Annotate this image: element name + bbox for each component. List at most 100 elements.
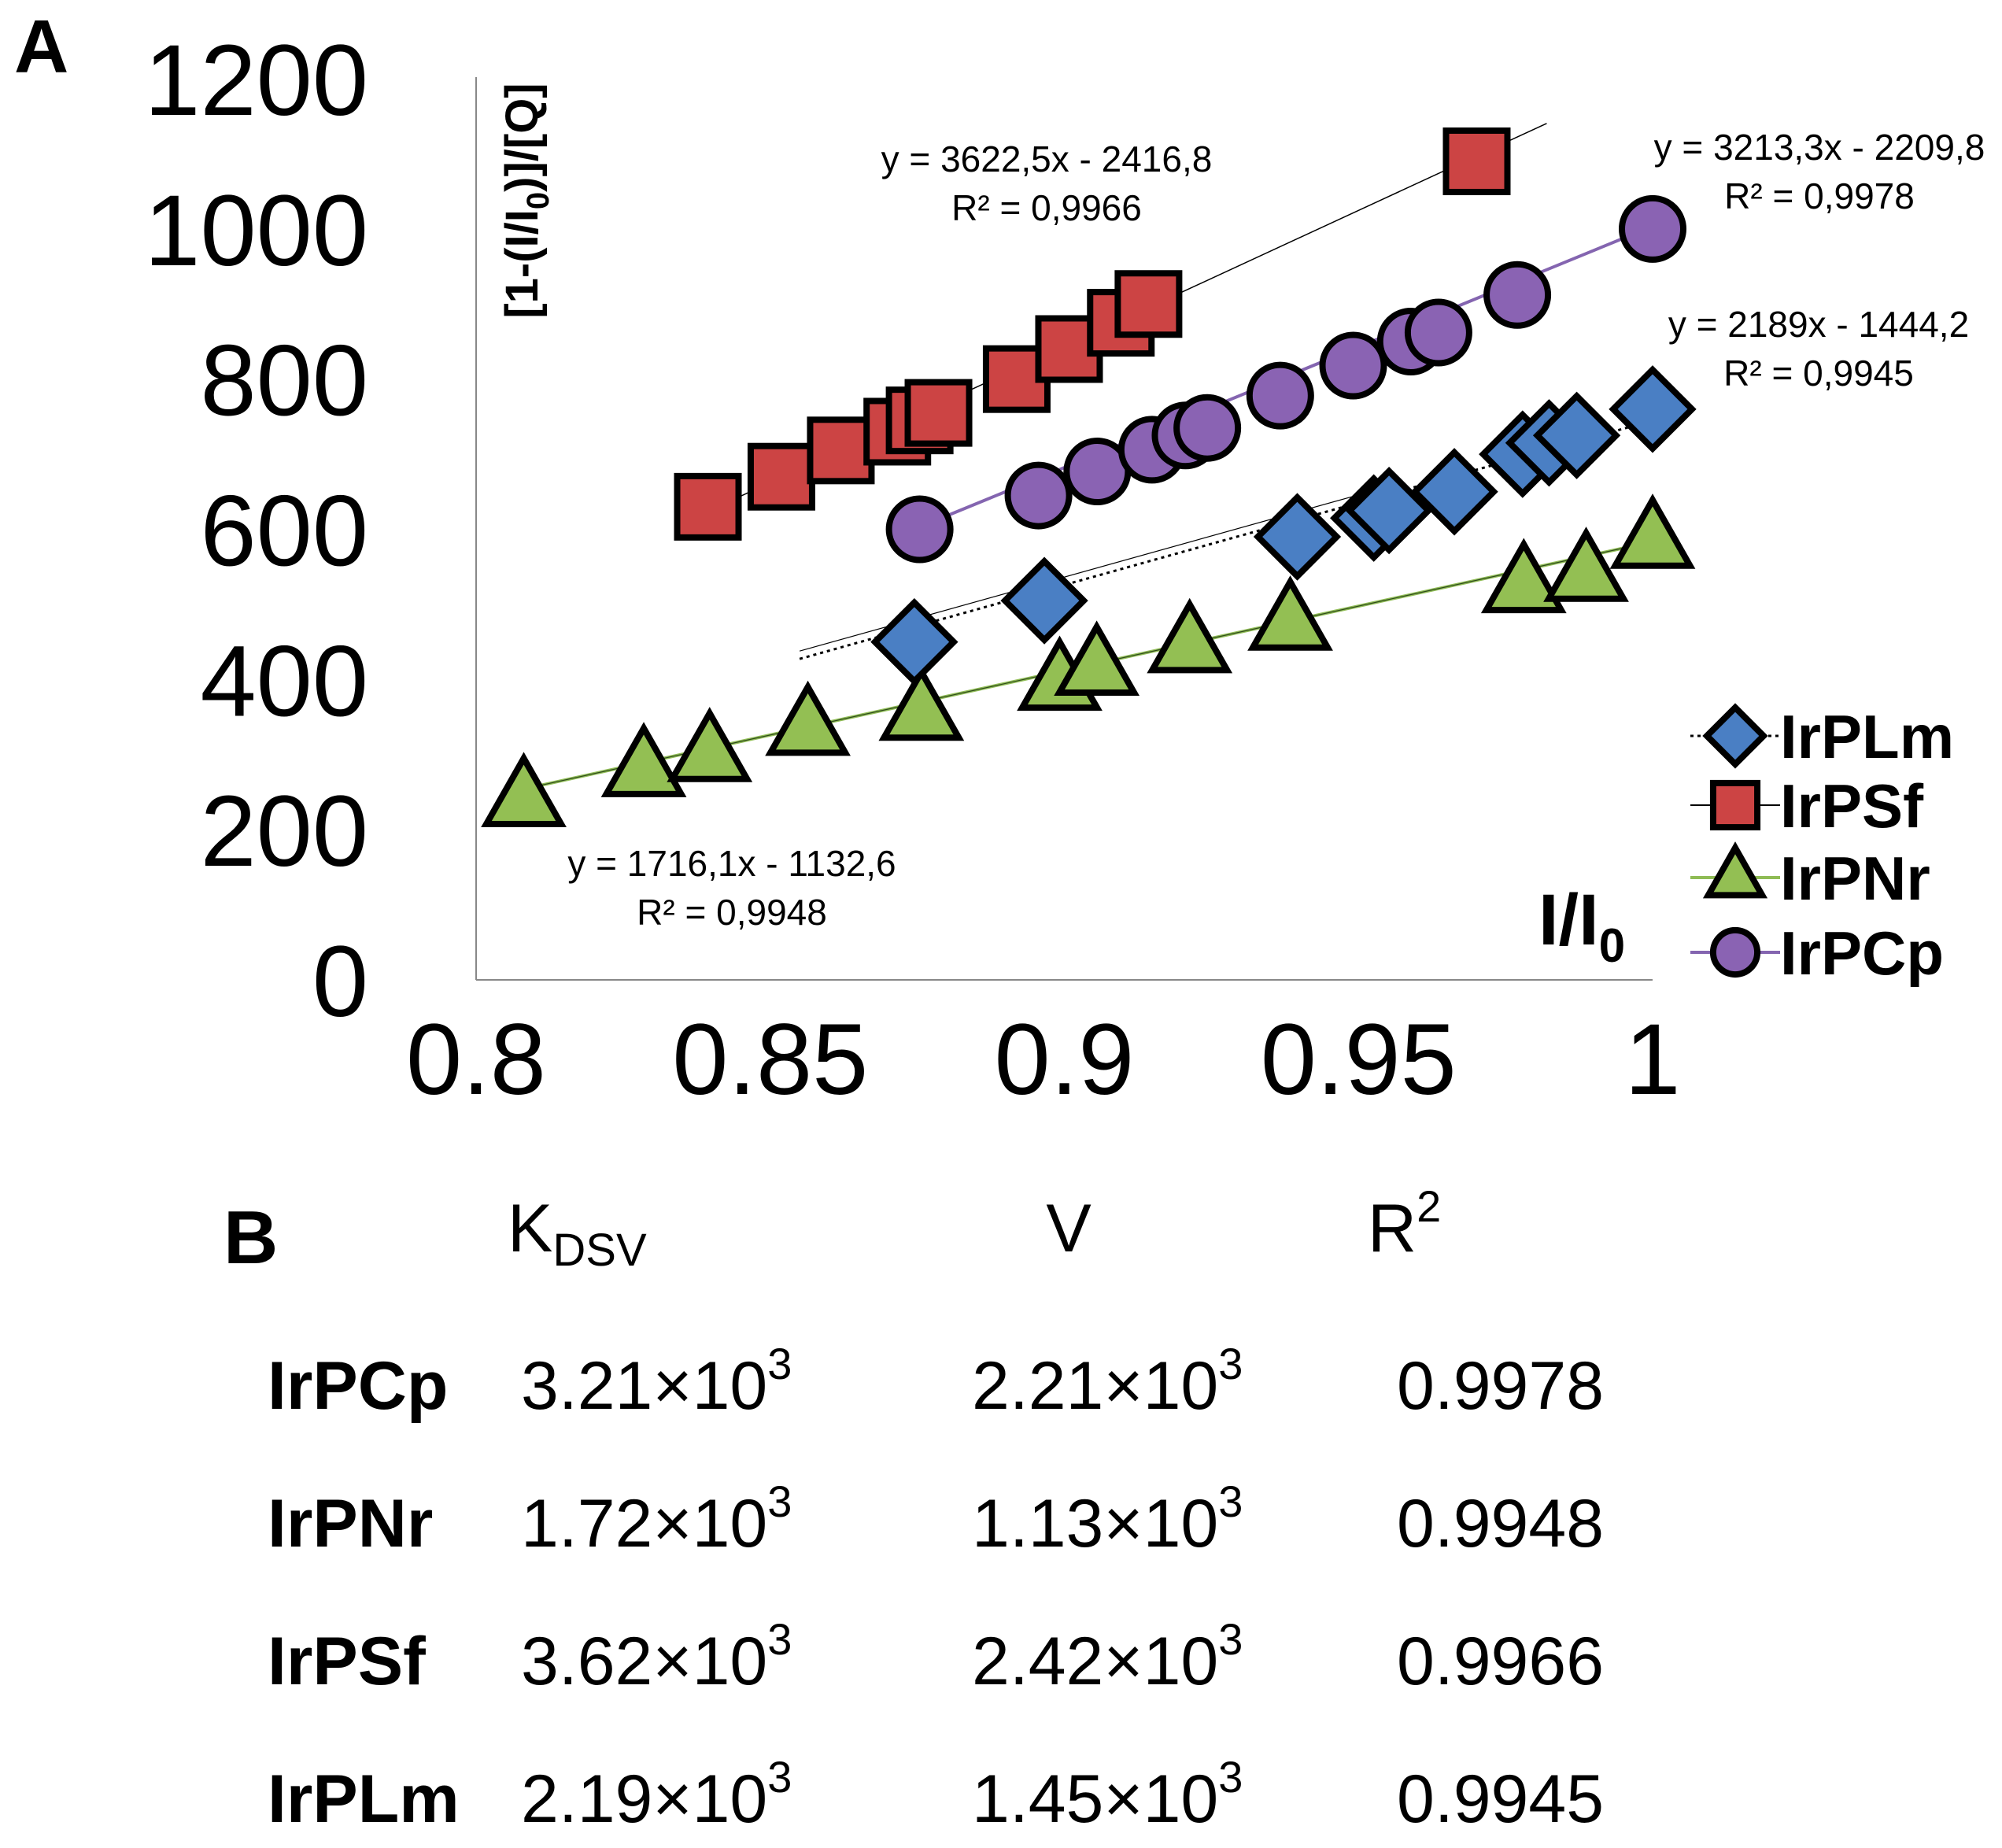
legend-label-irpcp: IrPCp: [1780, 918, 1944, 988]
data-point-irpnr: [878, 665, 965, 741]
y-tick-label: 400: [200, 625, 368, 737]
data-point-irplm: [870, 597, 959, 686]
header-v: V: [1046, 1191, 1091, 1266]
data-point-irpcp: [1619, 194, 1686, 263]
data-point-irpsf: [674, 472, 742, 541]
data-point-irplm: [1609, 365, 1697, 453]
header-r2-superscript: 2: [1417, 1181, 1441, 1231]
data-point-irpnr: [1609, 493, 1696, 569]
header-kdsv: KDSV: [508, 1191, 647, 1276]
data-point-irpnr: [481, 752, 567, 827]
table-row-irpcp: IrPCp 3.21×103 2.21×103 0.9978: [268, 1339, 1604, 1424]
data-point-irpcp: [1246, 361, 1314, 430]
row-name: IrPSf: [268, 1624, 426, 1699]
data-point-irplm: [1410, 448, 1498, 536]
data-point-irpnr: [1054, 620, 1140, 697]
cell-v-mantissa: 2.42×10: [972, 1624, 1218, 1699]
data-point-irplm: [1532, 391, 1621, 479]
cell-v: 2.21×103: [972, 1339, 1243, 1424]
data-point-irpcp: [885, 495, 954, 564]
cell-r2: 0.9966: [1397, 1624, 1604, 1699]
x-tick-label: 0.9: [995, 1003, 1135, 1116]
cell-kdsv-exponent: 3: [767, 1477, 792, 1526]
r-squared-irplm: R² = 0,9945: [1723, 353, 1914, 394]
legend-marker-irpcp: [1709, 926, 1761, 978]
legend-label-irpnr: IrPNr: [1780, 844, 1930, 913]
data-point-irpnr: [1543, 527, 1629, 602]
cell-kdsv: 1.72×103: [521, 1477, 792, 1562]
table-header: KDSV V R2: [508, 1181, 1441, 1276]
cell-v-exponent: 3: [1218, 1614, 1243, 1664]
y-axis-title: [1-(I/I0)]/[Q]: [497, 83, 556, 318]
cell-v-exponent: 3: [1218, 1339, 1243, 1388]
legend-marker-irpnr: [1702, 841, 1768, 899]
data-point-irpnr: [667, 707, 753, 782]
panel-a-label: A: [14, 5, 68, 89]
cell-v: 1.13×103: [972, 1477, 1243, 1562]
cell-v-mantissa: 1.45×10: [972, 1761, 1218, 1837]
header-r2: R2: [1368, 1181, 1441, 1266]
x-tick-labels: 0.8 0.85 0.9 0.95 1: [406, 1003, 1681, 1116]
x-title-subscript: 0: [1599, 919, 1625, 972]
cell-v: 2.42×103: [972, 1614, 1243, 1699]
axes: [475, 77, 1653, 981]
cell-kdsv-mantissa: 2.19×10: [521, 1761, 767, 1837]
cell-kdsv: 3.62×103: [521, 1614, 792, 1699]
data-point-irpcp: [1404, 298, 1472, 367]
equation-irpcp: y = 3213,3x - 2209,8: [1654, 127, 1985, 168]
x-tick-label: 1: [1624, 1003, 1680, 1116]
data-point-irpcp: [1483, 261, 1552, 329]
header-r2-main: R: [1368, 1191, 1417, 1266]
row-name: IrPNr: [268, 1486, 433, 1562]
cell-kdsv-exponent: 3: [767, 1752, 792, 1802]
legend-marker-irpsf: [1709, 779, 1761, 831]
data-point-irplm: [1000, 556, 1088, 645]
y-title-subscript: 0: [521, 192, 556, 209]
data-point-irpsf: [904, 379, 973, 447]
legend-label-irpsf: IrPSf: [1780, 771, 1924, 841]
y-tick-labels: 0 200 400 600 800 1000 1200: [144, 24, 368, 1038]
y-title-part: )]/[Q]: [497, 83, 548, 192]
equation-labels: y = 2189x - 1444,2 R² = 0,9945 y = 3622,5x…: [567, 127, 1985, 933]
data-point-irplm: [1345, 466, 1433, 555]
r-squared-irpcp: R² = 0,9978: [1724, 176, 1915, 216]
data-point-irpnr: [1247, 575, 1333, 651]
x-tick-label: 0.8: [406, 1003, 546, 1116]
legend-marker-irplm: [1702, 703, 1768, 769]
r-squared-irpnr: R² = 0,9948: [637, 892, 827, 933]
panel-b-table: B KDSV V R2 IrPCp 3.21×103 2.21×103 0.9978IrP…: [223, 1181, 1604, 1837]
r-squared-irpsf: R² = 0,9966: [951, 187, 1142, 228]
header-kdsv-subscript: DSV: [552, 1225, 647, 1276]
markers: [481, 127, 1697, 827]
data-point-irpnr: [765, 680, 851, 756]
x-tick-label: 0.85: [672, 1003, 868, 1116]
data-point-irpsf: [807, 416, 875, 485]
x-axis-title-text: I/I0: [1538, 880, 1625, 972]
cell-kdsv-exponent: 3: [767, 1614, 792, 1664]
cell-kdsv-mantissa: 3.62×10: [521, 1624, 767, 1699]
data-point-irpsf: [747, 442, 815, 511]
equation-irplm: y = 2189x - 1444,2: [1668, 304, 1969, 345]
data-point-irplm: [1253, 493, 1342, 581]
x-tick-label: 0.95: [1261, 1003, 1457, 1116]
cell-v-mantissa: 2.21×10: [972, 1348, 1218, 1424]
y-title-part: [1-(I/I: [497, 209, 548, 319]
row-name: IrPCp: [268, 1348, 448, 1424]
data-point-irpsf: [1442, 127, 1511, 195]
legend-label-irplm: IrPLm: [1780, 702, 1954, 771]
cell-v: 1.45×103: [972, 1752, 1243, 1837]
data-point-irpnr: [1480, 538, 1567, 614]
y-tick-label: 0: [312, 926, 368, 1038]
y-tick-label: 1000: [144, 175, 368, 287]
y-tick-label: 800: [200, 325, 368, 438]
cell-r2: 0.9945: [1397, 1761, 1604, 1837]
cell-v-exponent: 3: [1218, 1752, 1243, 1802]
data-point-irpsf: [1114, 270, 1183, 338]
data-point-irpnr: [1147, 597, 1233, 674]
table-row-irplm: IrPLm 2.19×103 1.45×103 0.9945: [268, 1752, 1604, 1837]
header-kdsv-main: K: [508, 1191, 552, 1266]
